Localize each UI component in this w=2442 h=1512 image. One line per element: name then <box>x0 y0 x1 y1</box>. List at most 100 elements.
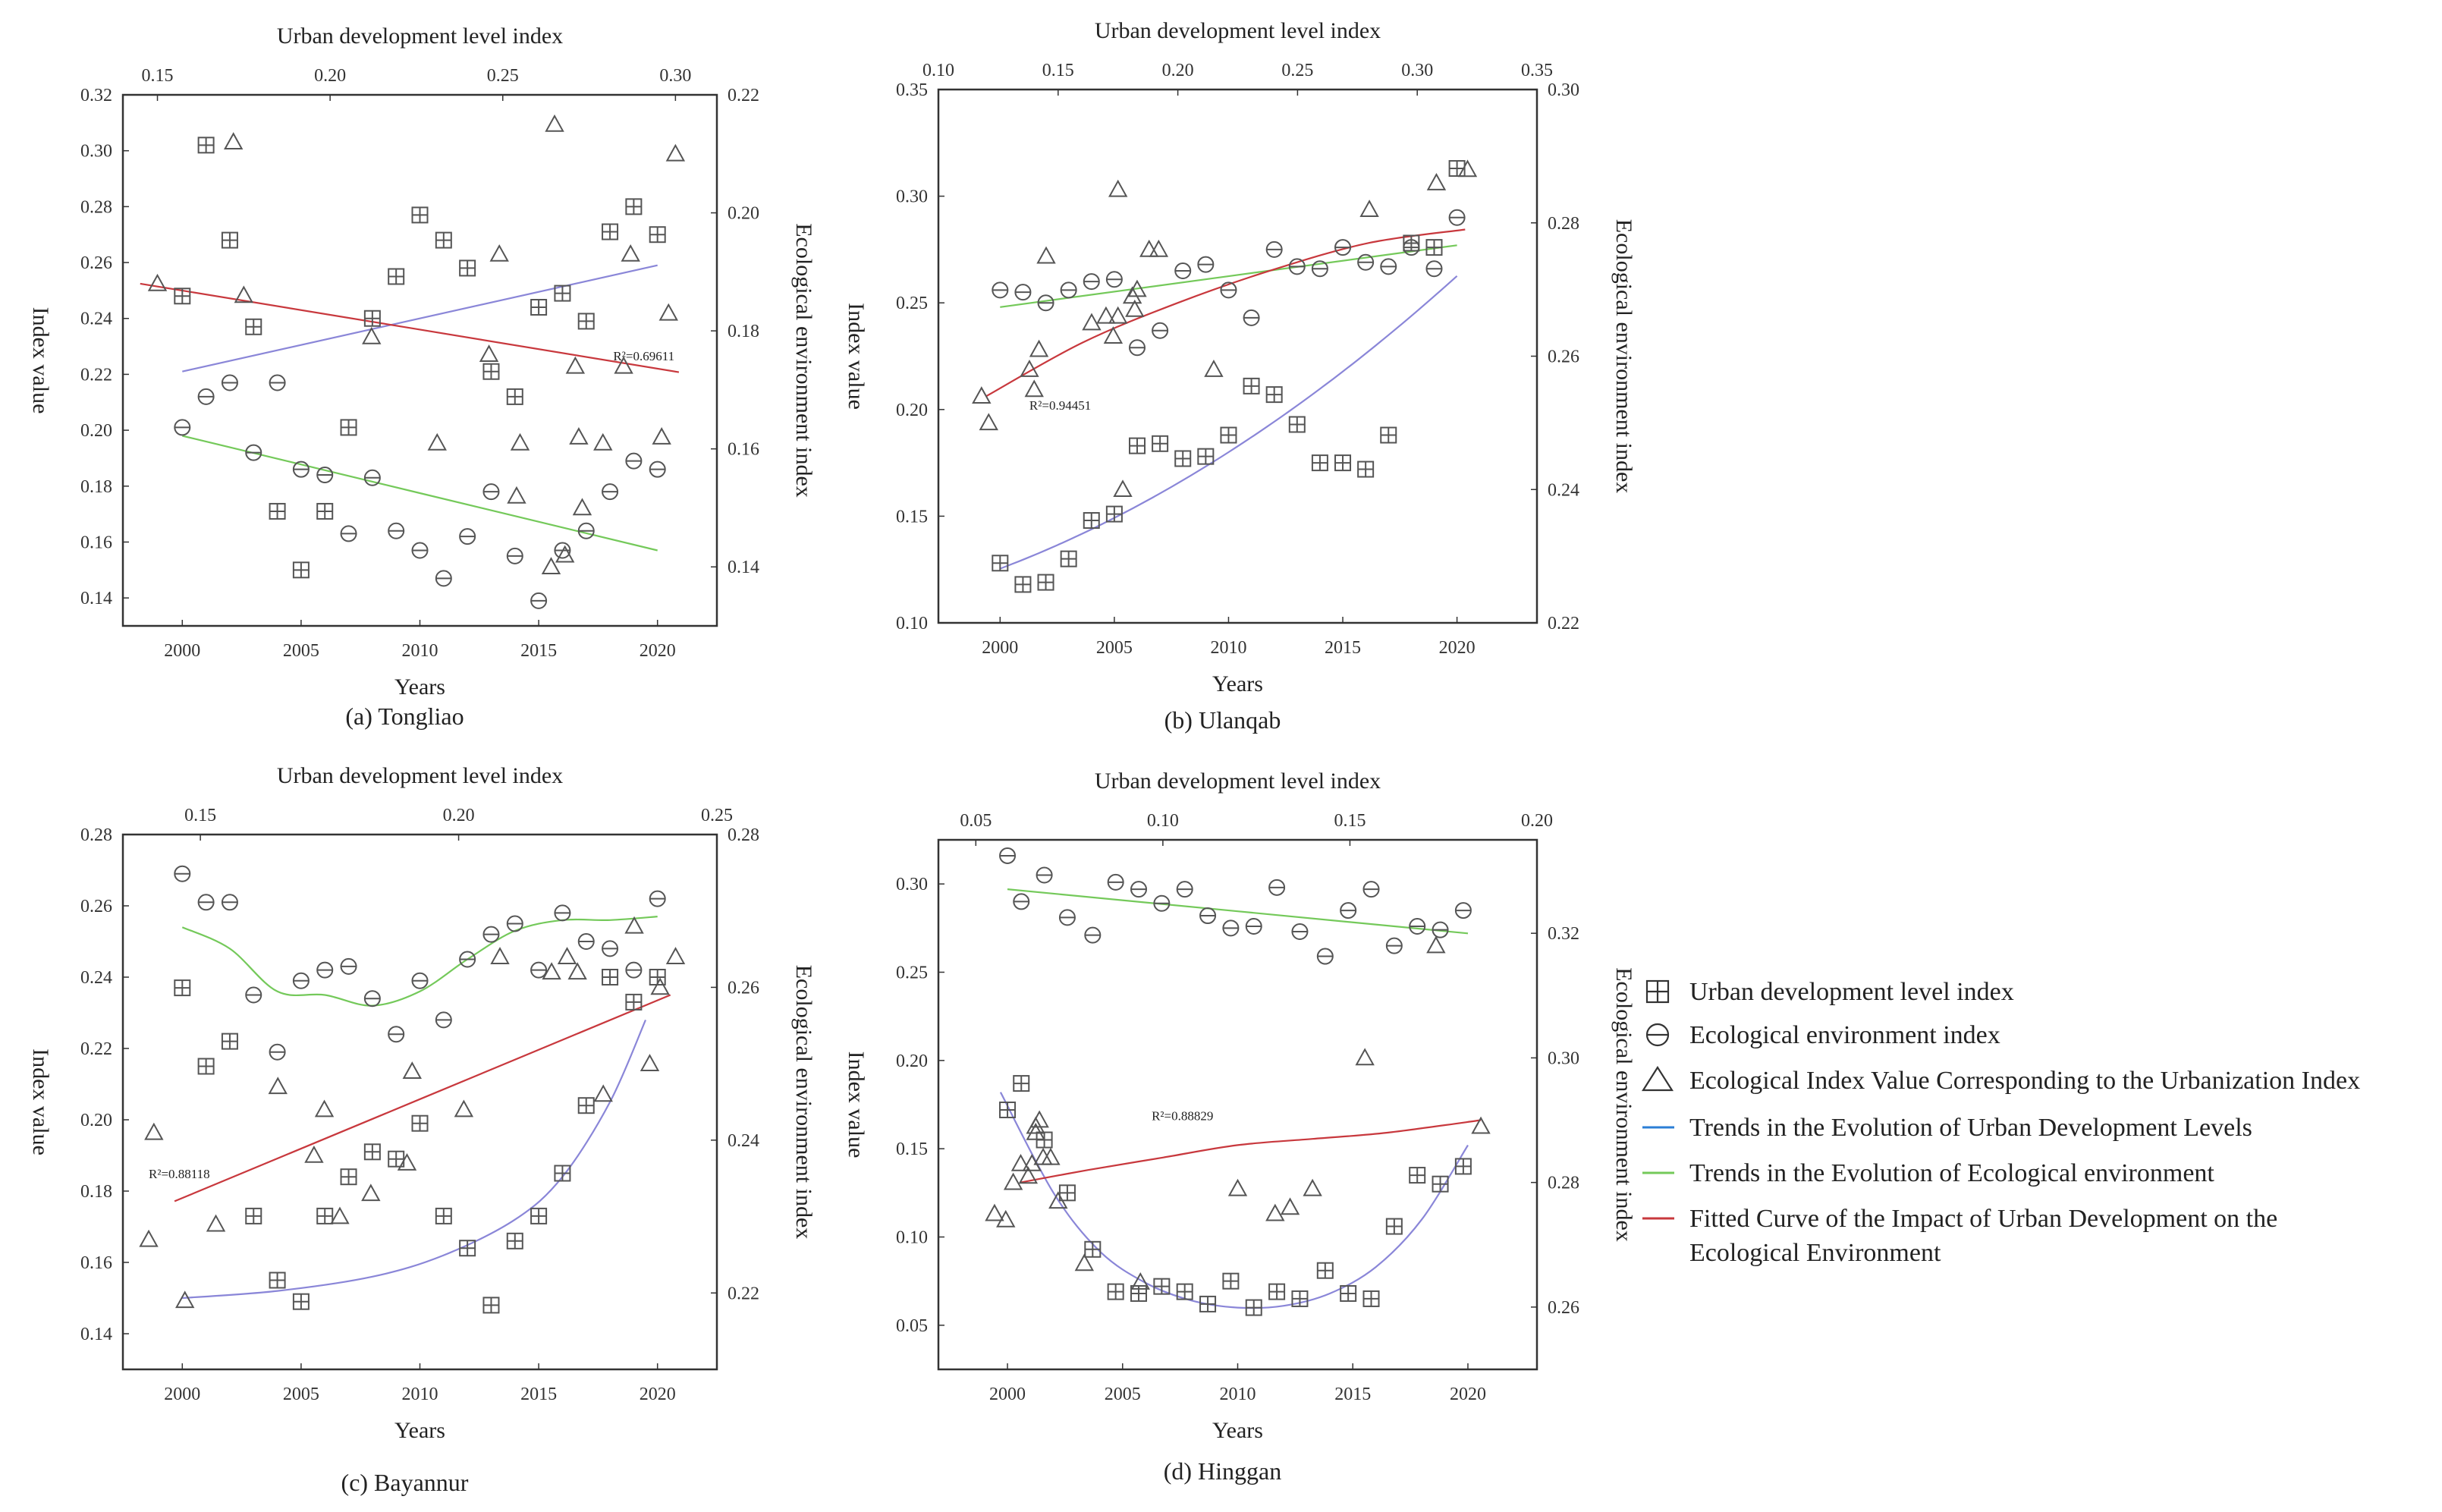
tri-point <box>402 1061 422 1080</box>
eco-point <box>1291 923 1309 940</box>
urban-point <box>1425 239 1443 256</box>
tri-point <box>490 947 510 964</box>
tri-point <box>557 947 577 964</box>
top-x-tick-label: 0.25 <box>701 806 733 825</box>
tri-point <box>652 427 671 445</box>
urban-point <box>388 1150 405 1168</box>
y-tick-label: 0.20 <box>896 401 928 420</box>
eco-point <box>530 592 548 609</box>
x-tick-label: 2015 <box>1325 638 1361 658</box>
tri-point <box>1149 239 1169 257</box>
urban-point <box>1265 386 1283 404</box>
eco-point <box>1036 866 1053 884</box>
urban-point <box>459 1240 476 1257</box>
eco-point <box>1316 948 1334 965</box>
y-tick-label: 0.15 <box>896 507 928 527</box>
panel-hinggan: 2000 2005 2010 2015 2020 0.05 0.10 0.15 0.20 0.25… <box>844 769 1636 1485</box>
tri-point <box>541 557 561 575</box>
urban-point <box>340 1168 357 1186</box>
eco-point <box>269 1043 286 1061</box>
urban-point <box>1014 576 1032 593</box>
tri-point <box>555 545 575 563</box>
top-x-tick-label: 0.25 <box>1281 61 1313 80</box>
eco-point <box>1311 260 1328 278</box>
tri-point <box>147 273 168 291</box>
tri-point <box>545 114 564 132</box>
urban-point <box>602 969 619 985</box>
y-tick-label: 0.18 <box>80 477 112 497</box>
tri-point <box>397 1153 417 1171</box>
eco-point <box>363 469 381 486</box>
urban-point <box>1083 512 1100 530</box>
tri-point <box>361 1184 381 1202</box>
tri-point <box>1082 313 1102 331</box>
right-y-axis-title: Ecological environment index <box>1611 967 1636 1242</box>
urban-point <box>1013 1075 1030 1092</box>
tri-point <box>972 386 992 404</box>
tri-point <box>1003 1172 1023 1190</box>
tri-point <box>1096 306 1116 324</box>
urban-point <box>1197 448 1215 465</box>
tri-point <box>1426 935 1446 954</box>
right-y-tick-label: 0.24 <box>728 1131 759 1151</box>
legend-item: Trends in the Evolution of Ecological en… <box>1642 1159 2214 1187</box>
right-y-tick-label: 0.30 <box>1548 80 1579 100</box>
urban-point <box>1153 1278 1171 1295</box>
urban-point <box>363 310 381 327</box>
x-tick-label: 2005 <box>1096 638 1133 658</box>
y-tick-label: 0.05 <box>896 1316 928 1336</box>
tri-point <box>593 432 613 451</box>
y-tick-label: 0.26 <box>80 253 112 273</box>
tri-point <box>427 432 447 451</box>
y-axis-title: Index value <box>28 307 53 414</box>
tri-point <box>1074 1253 1095 1272</box>
legend-label: Fitted Curve of the Impact of Urban Deve… <box>1689 1205 2277 1233</box>
x-tick-label: 2015 <box>520 1385 557 1404</box>
eco-point <box>577 933 595 950</box>
eco-point <box>197 388 215 405</box>
tri-point <box>268 1077 288 1095</box>
x-axis-title: Years <box>394 674 445 699</box>
y-tick-label: 0.28 <box>80 825 112 845</box>
x-tick-label: 2020 <box>640 1385 676 1404</box>
tri-point <box>996 1209 1016 1228</box>
eco-point <box>1153 894 1171 912</box>
tri-point <box>1204 360 1224 377</box>
tri-point <box>1471 1116 1491 1134</box>
right-y-tick-label: 0.32 <box>1548 924 1579 944</box>
legend-item: Fitted Curve of the Impact of Urban Deve… <box>1642 1205 2277 1267</box>
tri-point <box>1108 306 1128 324</box>
urban-point <box>554 1165 571 1182</box>
y-tick-label: 0.22 <box>80 1039 112 1059</box>
legend-label: Ecological Index Value Corresponding to … <box>1689 1067 2360 1095</box>
urban-point <box>363 1143 381 1161</box>
tri-point <box>304 1145 324 1163</box>
x-tick-label: 2005 <box>283 1385 319 1404</box>
urban-point <box>316 1207 334 1224</box>
x-tick-label: 2010 <box>402 1385 438 1404</box>
tri-point <box>614 356 633 374</box>
y-axis-title: Index value <box>844 1051 869 1158</box>
legend-item: Trends in the Evolution of Urban Develop… <box>1642 1114 2252 1142</box>
legend-item: Urban development level index <box>1645 978 2014 1006</box>
urban-point <box>174 288 191 305</box>
tri-point <box>1026 1122 1045 1140</box>
eco-point <box>1174 262 1192 280</box>
y-tick-label: 0.35 <box>896 80 928 100</box>
right-y-tick-label: 0.22 <box>1548 614 1579 633</box>
urban-trend-line <box>999 275 1458 570</box>
y-tick-label: 0.25 <box>896 294 928 313</box>
urban-point <box>506 388 523 405</box>
top-x-tick-label: 0.10 <box>922 61 954 80</box>
eco-point <box>530 961 548 979</box>
top-x-axis-title: Urban development level index <box>277 763 563 788</box>
x-tick-label: 2005 <box>283 641 319 661</box>
plot-frame <box>121 833 718 1371</box>
eco-point <box>292 972 310 989</box>
right-y-tick-label: 0.22 <box>728 1284 759 1303</box>
urban-point <box>649 226 666 244</box>
x-tick-label: 2000 <box>989 1385 1026 1404</box>
legend-item: Ecological Index Value Corresponding to … <box>1642 1065 2360 1095</box>
panel-bayannur: 2000 2005 2010 2015 2020 0.14 0.16 0.18 0.20 0.22… <box>28 763 816 1496</box>
urban-point <box>1385 1218 1403 1235</box>
